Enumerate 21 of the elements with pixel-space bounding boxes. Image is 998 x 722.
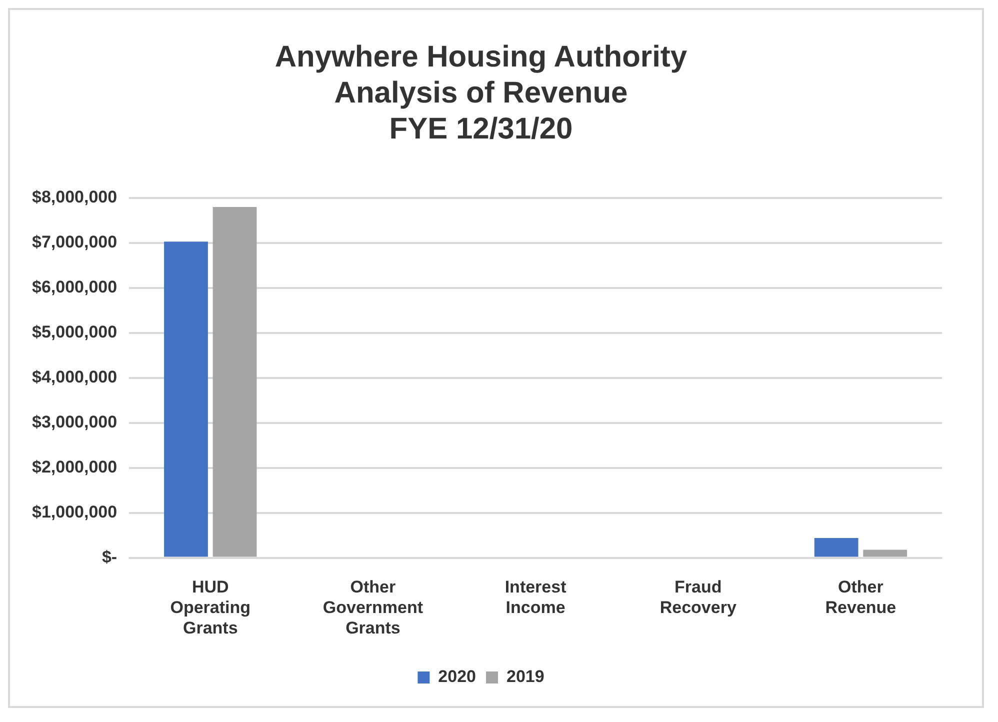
legend-label: 2020: [438, 667, 476, 686]
x-tick-label: Other Government Grants: [322, 578, 424, 638]
bar: [212, 206, 257, 557]
x-tick-label: HUD Operating Grants: [170, 578, 251, 638]
y-tick-label: $5,000,000: [32, 322, 118, 342]
bar: [814, 538, 858, 557]
y-tick-label: $1,000,000: [32, 502, 118, 522]
y-tick-label: $2,000,000: [32, 458, 118, 477]
x-tick-label: Interest Income: [504, 578, 567, 618]
x-tick-label: Fraud Recovery: [660, 578, 737, 618]
y-tick-label: $7,000,000: [32, 232, 118, 252]
y-tick-label: $3,000,000: [32, 412, 118, 432]
y-tick-label: $-: [102, 547, 118, 566]
y-tick-label: $6,000,000: [32, 278, 118, 297]
y-tick-label: $8,000,000: [32, 188, 118, 207]
bar: [863, 550, 908, 557]
bar: [164, 242, 208, 557]
legend-label: 2019: [506, 667, 544, 686]
y-tick-label: $4,000,000: [32, 368, 118, 387]
x-tick-label: Other Revenue: [825, 578, 896, 618]
chart-title: Anywhere Housing Authority Analysis of Revenue FYE 12/31/20: [274, 40, 688, 146]
